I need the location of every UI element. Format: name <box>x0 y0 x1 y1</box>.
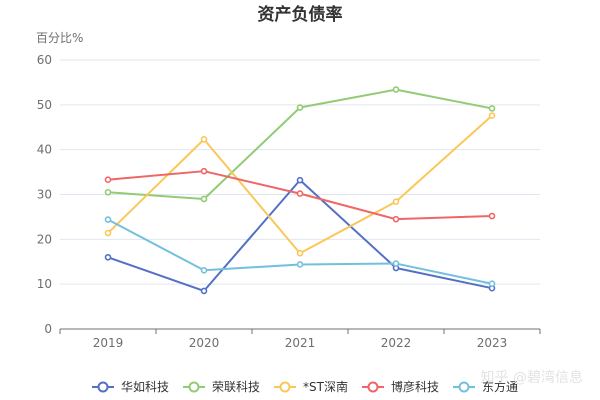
data-point[interactable] <box>104 176 112 184</box>
data-point[interactable] <box>296 104 304 111</box>
series-group <box>104 86 496 295</box>
series-2 <box>104 112 496 257</box>
data-point[interactable] <box>488 280 496 288</box>
legend-label: 荣联科技 <box>212 380 260 394</box>
legend-item[interactable]: 荣联科技 <box>183 380 260 394</box>
data-point[interactable] <box>104 188 112 196</box>
axes: 0 10 20 30 40 50 60 2019 2020 2021 2022 2023 <box>37 53 541 350</box>
data-point[interactable] <box>200 167 208 175</box>
series-3 <box>104 167 496 223</box>
legend-item[interactable]: 博彦科技 <box>361 379 439 394</box>
series-1 <box>104 86 496 203</box>
data-point[interactable] <box>200 287 208 295</box>
data-point[interactable] <box>200 266 208 274</box>
legend-marker <box>279 381 291 393</box>
data-point[interactable] <box>392 215 400 223</box>
data-point[interactable] <box>200 136 208 143</box>
legend-marker <box>458 381 470 393</box>
y-tick-label: 20 <box>37 232 52 246</box>
legend-marker <box>97 381 109 393</box>
data-point[interactable] <box>104 229 112 237</box>
data-point[interactable] <box>488 212 496 220</box>
series-4 <box>104 216 496 288</box>
data-point[interactable] <box>296 261 304 268</box>
series-line <box>107 114 493 255</box>
series-0 <box>104 176 496 295</box>
x-tick-label: 2021 <box>285 336 316 350</box>
data-point[interactable] <box>104 253 112 261</box>
legend-item[interactable]: 东方通 <box>453 379 518 394</box>
x-tick-label: 2019 <box>93 336 124 350</box>
legend[interactable]: 华如科技 荣联科技 *ST深南 博彦科技 东方通 <box>92 379 518 394</box>
legend-marker <box>188 381 200 393</box>
y-tick-label: 40 <box>37 143 52 157</box>
data-point[interactable] <box>296 176 304 184</box>
y-axis-label: 百分比% <box>36 31 83 45</box>
y-tick-label: 10 <box>37 277 52 291</box>
legend-item[interactable]: *ST深南 <box>274 379 348 394</box>
legend-label: 华如科技 <box>121 379 169 394</box>
chart-title: 资产负债率 <box>258 4 343 25</box>
legend-label: *ST深南 <box>303 379 348 394</box>
data-point[interactable] <box>104 216 112 223</box>
legend-label: 东方通 <box>482 379 518 394</box>
data-point[interactable] <box>488 105 496 112</box>
x-tick-label: 2022 <box>381 336 412 350</box>
data-point[interactable] <box>392 198 400 205</box>
data-point[interactable] <box>488 112 496 119</box>
y-tick-label: 30 <box>37 188 52 202</box>
y-tick-label: 60 <box>37 53 52 67</box>
watermark: 知乎 @碧湾信息 <box>481 369 583 386</box>
data-point[interactable] <box>296 190 304 197</box>
data-point[interactable] <box>392 86 400 93</box>
legend-label: 博彦科技 <box>391 379 439 394</box>
legend-marker <box>367 381 379 393</box>
legend-item[interactable]: 华如科技 <box>92 379 169 394</box>
data-point[interactable] <box>200 195 208 203</box>
y-tick-label: 50 <box>37 98 52 112</box>
x-tick-label: 2020 <box>189 336 220 350</box>
data-point[interactable] <box>296 249 304 257</box>
data-point[interactable] <box>392 260 400 267</box>
x-tick-label: 2023 <box>477 336 508 350</box>
y-tick-label: 0 <box>44 322 52 336</box>
